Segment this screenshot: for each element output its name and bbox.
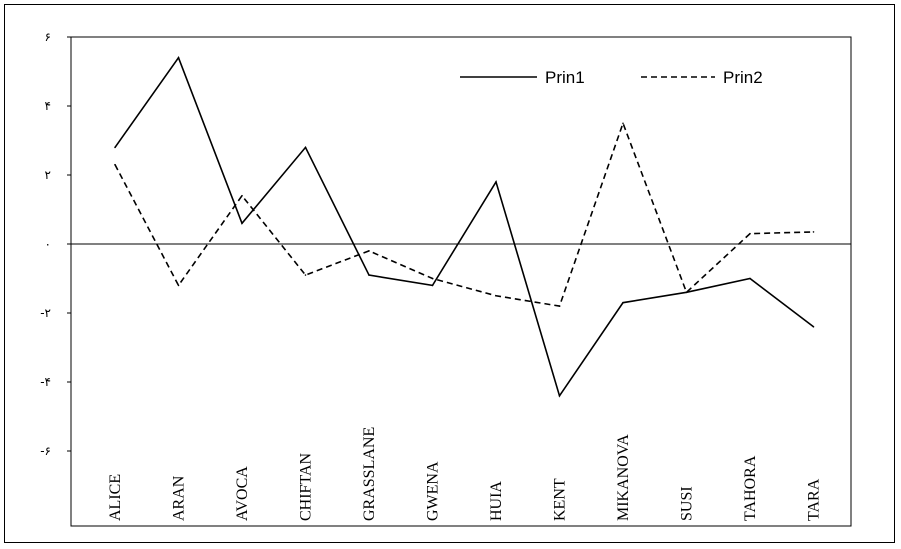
data-point-prin2	[622, 122, 624, 125]
x-category-label: KENT	[552, 478, 569, 521]
y-axis: ۶ ۴ ۲ ۰ -۲ -۴ -۶	[40, 30, 71, 458]
series-layer	[114, 56, 815, 398]
y-tick-label: ۴	[45, 99, 51, 113]
x-category-label: GRASSLANE	[361, 427, 378, 521]
y-tick-label: -۴	[40, 375, 51, 389]
line-chart: ۶ ۴ ۲ ۰ -۲ -۴ -۶ ALICE ARAN AVOCA CHIFTAN GRASSLAN…	[40, 30, 852, 527]
data-point-prin1	[558, 395, 561, 397]
x-category-label: TAHORA	[742, 455, 759, 521]
y-tick-label: ۰	[45, 237, 51, 251]
data-point-prin1	[749, 277, 751, 280]
x-category-label: CHIFTAN	[298, 453, 315, 522]
plot-area	[70, 36, 852, 527]
data-point-prin1	[304, 146, 307, 149]
data-point-prin2	[749, 232, 751, 235]
data-point-prin1	[114, 146, 116, 149]
x-category-label: AVOCA	[234, 466, 251, 521]
x-category-label: SUSI	[679, 486, 696, 521]
data-point-prin2	[304, 274, 307, 276]
chart-frame: ۶ ۴ ۲ ۰ -۲ -۴ -۶ ALICE ARAN AVOCA CHIFTAN GRASSLAN…	[4, 4, 895, 543]
y-tick-label: ۶	[45, 30, 51, 44]
data-point-prin1	[622, 301, 624, 304]
x-axis: ALICE ARAN AVOCA CHIFTAN GRASSLANE GWENA HUIA K…	[107, 427, 823, 521]
data-point-prin2	[241, 194, 243, 197]
data-point-prin1	[241, 222, 243, 225]
legend-label-prin2: Prin2	[723, 68, 763, 87]
data-point-prin1	[495, 181, 497, 183]
legend: Prin1 Prin2	[460, 68, 763, 87]
data-point-prin2	[177, 284, 180, 287]
x-category-label: MIKANOVA	[615, 434, 632, 521]
x-category-label: HUIA	[488, 481, 505, 521]
y-tick-label: -۲	[40, 306, 51, 320]
y-tick-label: -۶	[40, 444, 51, 458]
data-point-prin2	[812, 231, 815, 233]
data-point-prin2	[495, 294, 497, 297]
data-point-prin2	[685, 291, 688, 294]
x-category-label: ARAN	[171, 475, 188, 521]
data-point-prin2	[558, 305, 561, 307]
y-tick-label: ۲	[45, 168, 51, 182]
series-line-prin1	[114, 56, 814, 398]
data-point-prin2	[431, 277, 434, 280]
data-point-prin1	[177, 56, 180, 59]
data-point-prin1	[368, 274, 370, 276]
data-point-prin2	[114, 163, 116, 166]
data-point-prin1	[431, 284, 434, 287]
x-category-label: ALICE	[107, 474, 124, 521]
data-point-prin1	[812, 326, 815, 328]
series-line-prin2	[114, 120, 814, 307]
x-category-label: TARA	[806, 478, 823, 521]
legend-label-prin1: Prin1	[545, 68, 585, 87]
x-category-label: GWENA	[425, 461, 442, 521]
data-point-prin2	[368, 250, 370, 252]
